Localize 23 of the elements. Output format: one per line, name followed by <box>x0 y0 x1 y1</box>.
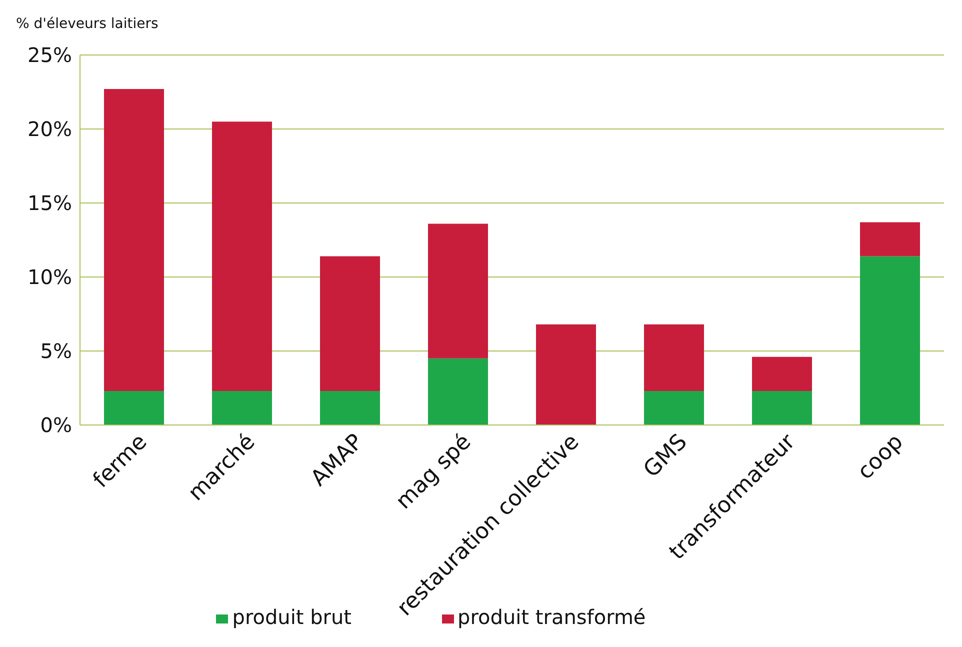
y-tick-label: 15% <box>28 191 72 216</box>
y-tick-label: 0% <box>40 413 72 438</box>
bar <box>320 256 380 391</box>
bar <box>212 122 272 391</box>
bar <box>536 324 596 425</box>
bar <box>644 324 704 391</box>
bar <box>428 224 488 358</box>
y-axis-title: % d'éleveurs laitiers <box>16 16 158 32</box>
y-tick-label: 25% <box>28 43 72 68</box>
bar <box>104 89 164 391</box>
bar <box>104 390 164 425</box>
bar <box>644 390 704 425</box>
y-tick-label: 10% <box>28 265 72 290</box>
bar <box>320 390 380 425</box>
bar <box>752 390 812 425</box>
bar <box>860 222 920 256</box>
y-tick-label: 20% <box>28 117 72 142</box>
legend-label: produit brut <box>232 605 352 629</box>
bar <box>212 390 272 425</box>
bar <box>860 256 920 425</box>
bar <box>752 356 812 391</box>
bar <box>428 358 488 425</box>
y-tick-label: 5% <box>40 339 72 364</box>
